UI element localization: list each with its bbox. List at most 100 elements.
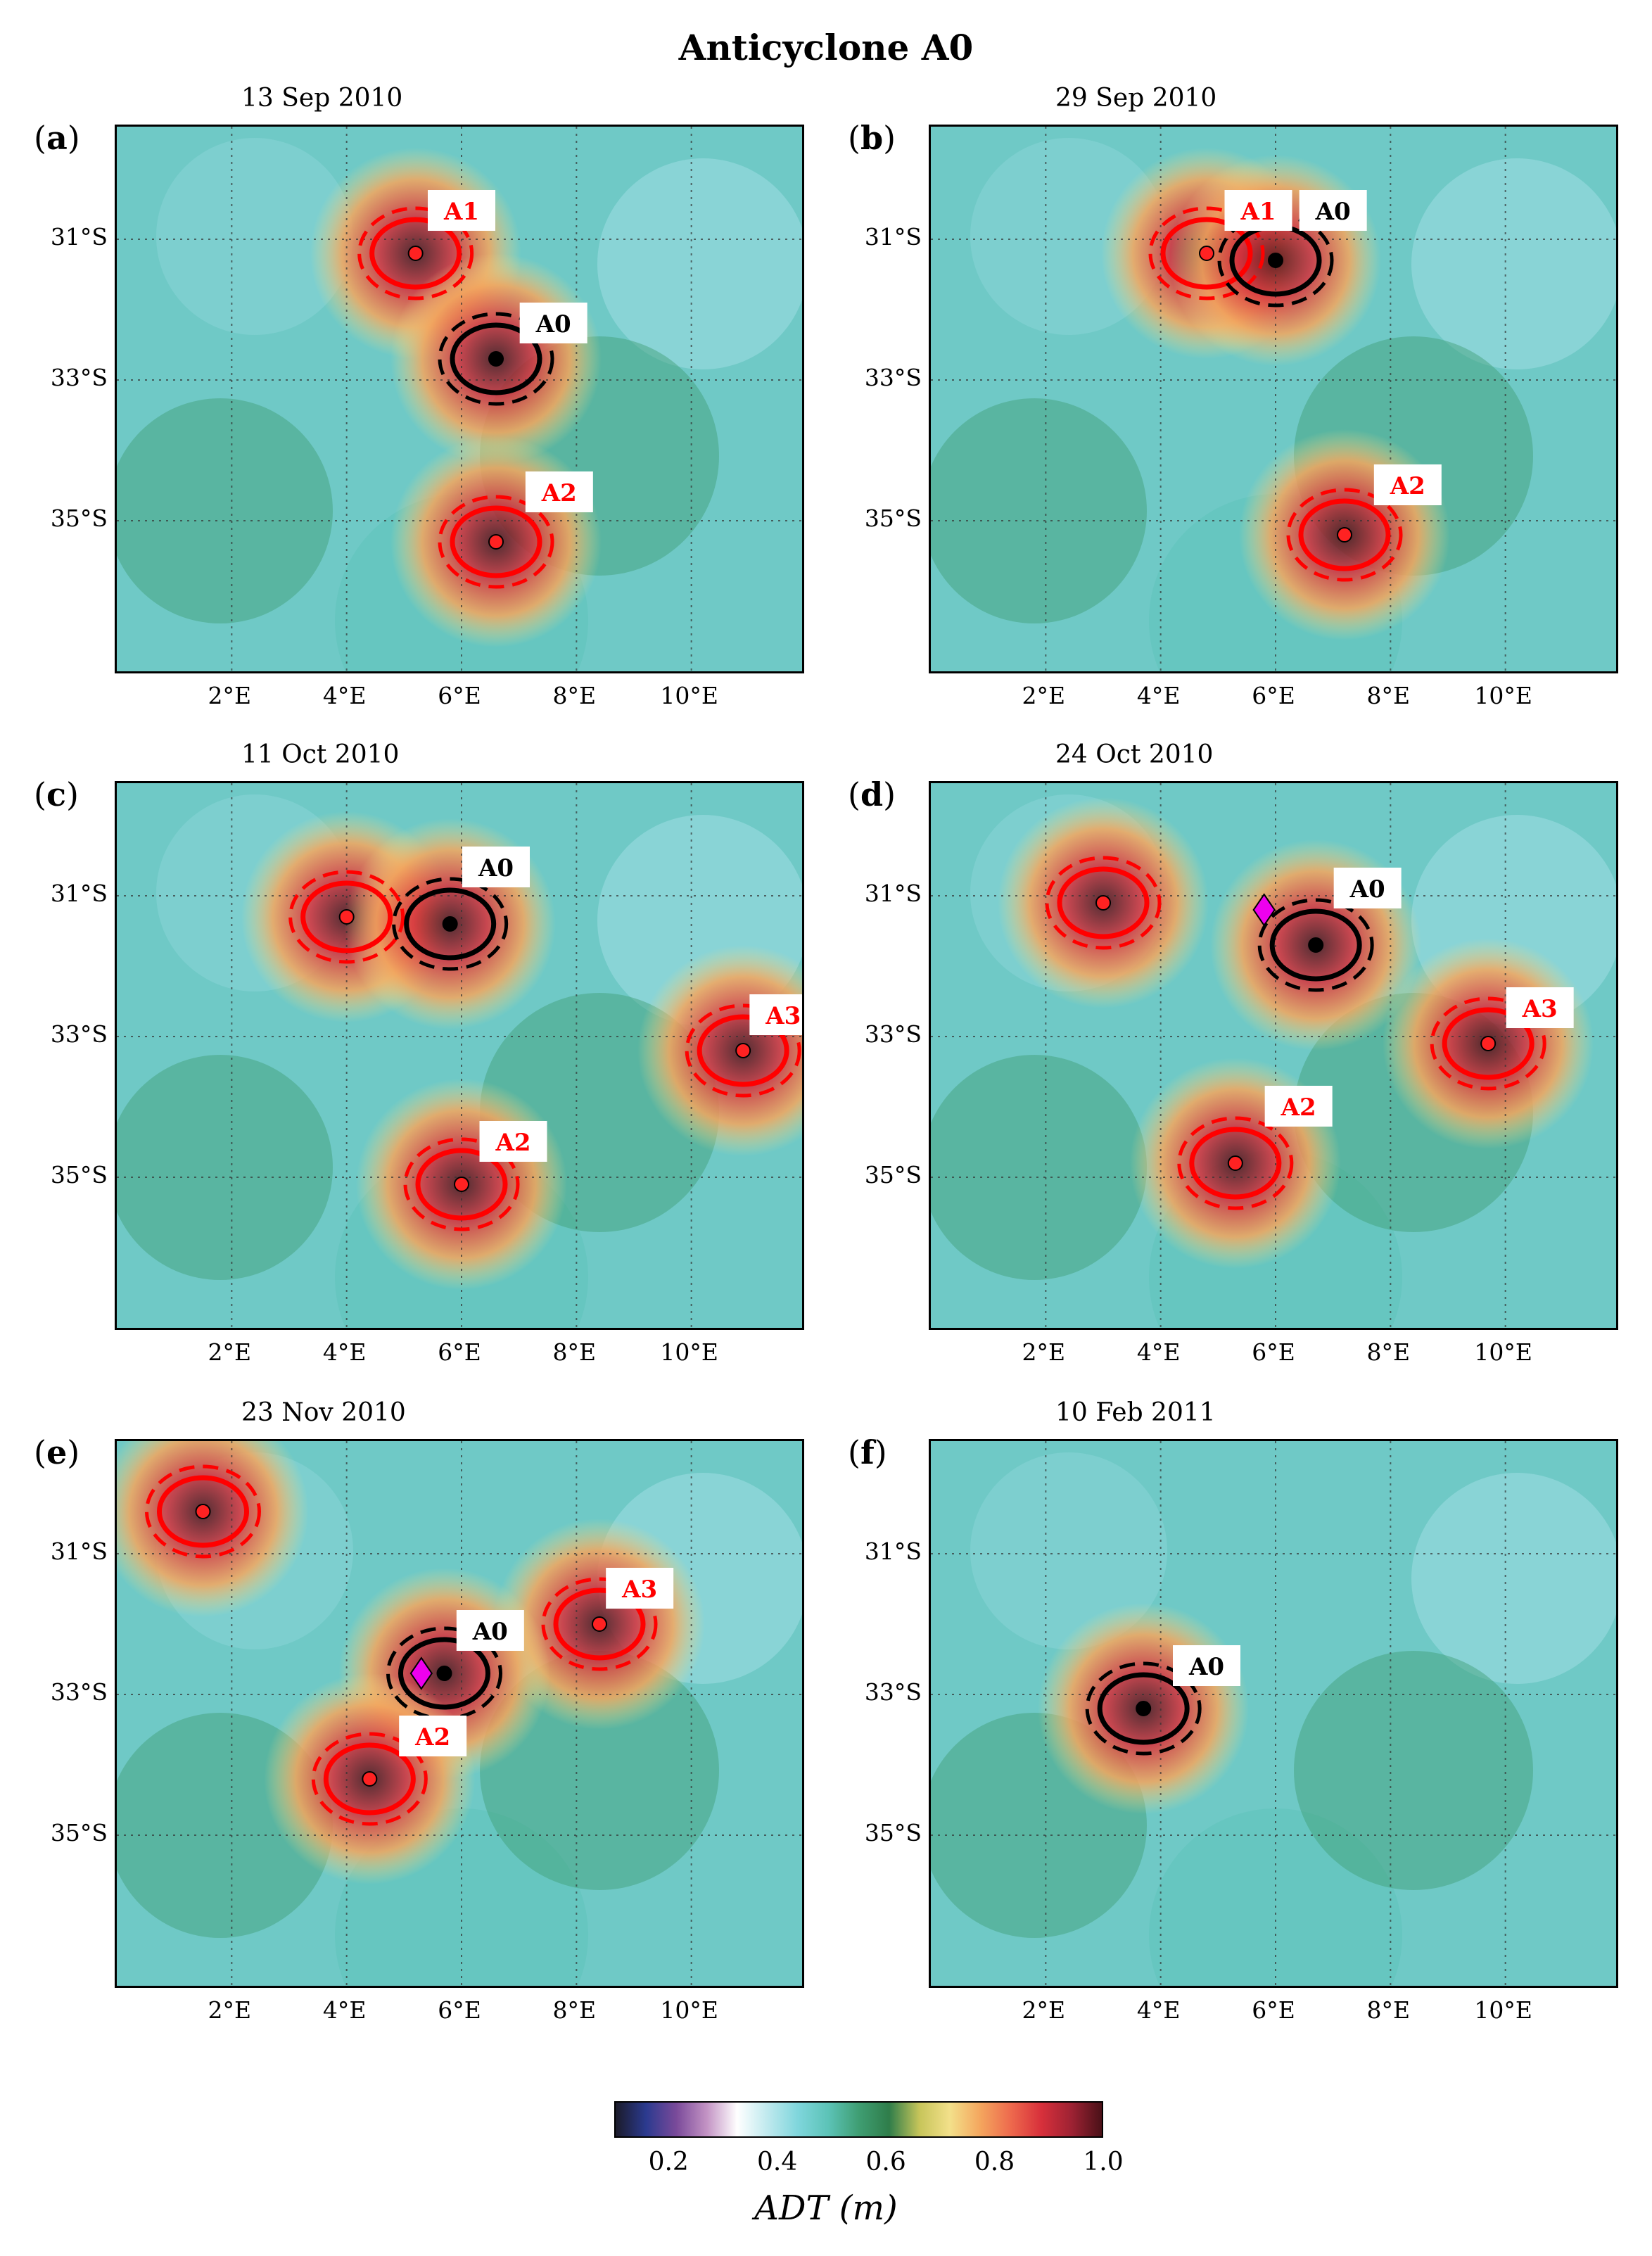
eddy-contour (323, 1742, 416, 1815)
eddy-contour-dashed (1286, 488, 1403, 582)
adt-patch (1149, 1808, 1402, 1986)
y-tick-label: 35°S (50, 505, 108, 532)
eddy-center-dot (1308, 937, 1324, 953)
x-tick-label: 8°E (552, 1996, 597, 2024)
map-canvas: A0 A3 A2 (931, 783, 1616, 1328)
eddy-label: A1 (1224, 190, 1292, 231)
eddy-label-text: A3 (1522, 995, 1558, 1023)
x-tick-label: 10°E (1474, 1338, 1532, 1366)
x-tick-label: 8°E (1366, 1338, 1411, 1366)
eddy-label: A1 (428, 190, 495, 231)
eddy-label: A2 (479, 1121, 547, 1162)
eddy-contour (1097, 1672, 1190, 1745)
eddy-label-box (606, 1568, 674, 1609)
eddy-center-dot (1268, 253, 1283, 268)
adt-patch (1411, 1473, 1616, 1684)
x-tick-label: 4°E (1136, 682, 1181, 709)
panel-letter-text: b (860, 119, 884, 157)
y-tick-label: 35°S (864, 1819, 922, 1846)
eddy-label-box (1373, 464, 1442, 505)
eddy-center-dot (195, 1504, 211, 1519)
x-tick-label: 10°E (660, 1996, 718, 2024)
panel-letter: (c) (34, 775, 79, 813)
eddy-label: A0 (462, 847, 530, 887)
eddy-contour (553, 1588, 646, 1661)
x-tick-label: 4°E (1136, 1338, 1181, 1366)
adt-patch (1294, 1651, 1533, 1890)
x-tick-label: 6°E (1252, 682, 1295, 709)
eddy-center-dot (436, 1666, 452, 1681)
eddy-center-dot (488, 534, 504, 550)
colorbar (614, 2101, 1103, 2138)
eddy-label-text: A3 (765, 1002, 801, 1030)
colorbar-tick-label: 0.8 (974, 2148, 1015, 2176)
eddy-label: A0 (1299, 190, 1367, 231)
eddy-label-text: A3 (621, 1576, 657, 1604)
adt-patch (1411, 158, 1616, 369)
eddy-contour-dashed (1257, 898, 1374, 992)
eddy-center-dot (592, 1616, 607, 1632)
y-tick-label: 33°S (864, 364, 922, 391)
eddy-contour-dashed (403, 1137, 520, 1231)
y-tick-label: 35°S (864, 505, 922, 532)
eddy-contour (1057, 866, 1150, 939)
eddy-contour-dashed (1085, 1661, 1202, 1756)
eddy-label-text: A2 (414, 1723, 450, 1751)
eddy-contour-dashed (288, 870, 405, 964)
eddy-center-dot (735, 1043, 751, 1058)
eddy-contour (1189, 1127, 1282, 1200)
eddy-contour (157, 1475, 249, 1548)
eddy-contour-dashed (1217, 213, 1334, 308)
eddy-center-dot (1337, 527, 1352, 543)
eddy-contour (1269, 908, 1362, 982)
y-tick-label: 33°S (50, 364, 108, 391)
eddy-label: A3 (1506, 987, 1574, 1028)
adt-map: A1 A0 A2 (115, 125, 804, 673)
eddy-contour (369, 217, 462, 290)
adt-patch (117, 1055, 333, 1280)
eddy-label-box (428, 190, 495, 231)
colorbar-tick-label: 0.6 (865, 2148, 906, 2176)
panel-letter-text: d (860, 775, 884, 813)
panel-date: 24 Oct 2010 (1055, 740, 1214, 769)
colorbar-tick-label: 0.4 (757, 2148, 798, 2176)
eddy-label-text: A2 (541, 479, 577, 507)
eddy-label-box (1299, 190, 1367, 231)
eddy-center-dot (362, 1771, 378, 1787)
eddy-label: A3 (749, 994, 802, 1035)
panel-letter: (e) (34, 1433, 80, 1471)
eddy-label: A3 (606, 1568, 674, 1609)
eddy-label: A2 (1264, 1086, 1333, 1127)
panel-letter-text: f (860, 1433, 875, 1471)
adt-map: A0 A3 A2 (929, 781, 1618, 1330)
eddy-label-text: A0 (472, 1618, 508, 1646)
x-tick-label: 8°E (552, 1338, 597, 1366)
eddy-contour (450, 322, 542, 395)
panel-date: 10 Feb 2011 (1055, 1398, 1216, 1427)
adt-high-blob (117, 1441, 309, 1617)
x-tick-label: 2°E (208, 682, 252, 709)
x-tick-label: 2°E (1022, 1996, 1066, 2024)
eddy-label-text: A0 (1188, 1653, 1224, 1681)
eddy-label-text: A1 (443, 198, 479, 226)
eddy-label-box (1333, 868, 1402, 908)
eddy-center-dot (454, 1177, 469, 1192)
eddy-contour-dashed (145, 1464, 261, 1559)
eddy-center-dot (1480, 1036, 1497, 1051)
x-tick-label: 2°E (208, 1338, 252, 1366)
magenta-diamond-marker (1252, 893, 1276, 927)
y-tick-label: 35°S (864, 1161, 922, 1189)
adt-map: A3 A0 A2 (115, 1439, 804, 1988)
eddy-contour (450, 505, 542, 578)
eddy-label-box (749, 994, 802, 1035)
x-tick-label: 6°E (438, 1996, 481, 2024)
adt-patch (970, 1452, 1167, 1649)
eddy-center-dot (1095, 895, 1111, 911)
eddy-label-box (1173, 1645, 1240, 1686)
adt-patch (597, 158, 802, 369)
colorbar-label: ADT (m) (754, 2188, 898, 2228)
eddy-contour-dashed (1045, 856, 1162, 950)
adt-patch (156, 138, 353, 335)
eddy-label-text: A0 (1315, 198, 1351, 226)
eddy-contour-dashed (1430, 996, 1546, 1091)
